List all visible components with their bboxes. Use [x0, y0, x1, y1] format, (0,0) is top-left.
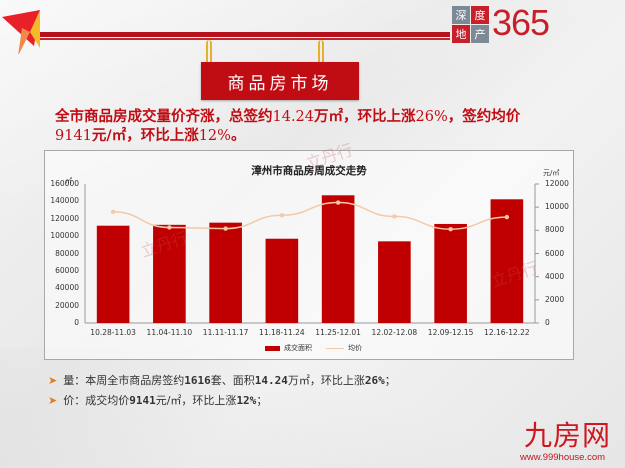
- chart-legend: 成交面积 均价: [265, 343, 362, 353]
- y-tick-left: 120000: [50, 213, 79, 223]
- y-tick-left: 60000: [55, 265, 79, 275]
- bar: [490, 199, 524, 323]
- paper-plane-icon: [2, 10, 40, 54]
- logo-char: 产: [471, 25, 489, 43]
- text: 元/㎡，环比上涨: [155, 394, 237, 407]
- logo-name: 九房网: [524, 419, 612, 452]
- y-tick-left: 40000: [55, 283, 79, 293]
- price-line: [113, 201, 507, 230]
- y-tick-left: 160000: [50, 179, 79, 188]
- value: 14.24: [254, 373, 288, 387]
- text: 价：成交均价: [63, 394, 130, 407]
- headline-line2: 9141元/㎡，环比上涨12%。: [55, 127, 575, 146]
- y-tick-left: 80000: [55, 248, 79, 258]
- x-tick-label: 11.11-11.17: [202, 328, 249, 337]
- section-title: 商品房市场: [227, 73, 333, 94]
- arrow-bullet-icon: ➤: [48, 393, 58, 407]
- bullet-price: ➤ 价：成交均价 9141 元/㎡，环比上涨 12%；: [48, 390, 396, 410]
- y-tick-left: 20000: [55, 300, 79, 310]
- y-axis-left-unit: ㎡: [65, 177, 72, 185]
- price-point: [448, 226, 453, 232]
- value: 26%: [415, 109, 448, 125]
- legend-swatch-bar: [265, 345, 280, 351]
- text: ；: [384, 374, 396, 387]
- bar: [378, 241, 411, 323]
- value: 14.24: [272, 109, 315, 125]
- price-point: [167, 225, 172, 230]
- price-point: [279, 213, 285, 218]
- price-point: [504, 214, 510, 220]
- text: 元/㎡，环比上涨: [91, 128, 199, 144]
- chart-weekly-transactions: 漳州市商品房周成交走势 ㎡ 元/㎡ 160000 140000 120000 1000…: [44, 140, 574, 360]
- banner-rod: [40, 32, 450, 40]
- y-tick-right: 8000: [545, 225, 565, 235]
- logo-char: 地: [452, 25, 470, 43]
- x-tick-label: 10.28-11.03: [90, 328, 136, 337]
- y-axis-right-unit: 元/㎡: [543, 169, 560, 177]
- section-sign: 商品房市场: [201, 62, 359, 100]
- y-tick-left: 0: [74, 318, 79, 327]
- value: 9141: [55, 128, 92, 144]
- x-tick-label: 12.09-12.15: [427, 328, 474, 337]
- x-tick-label: 12.16-12.22: [484, 328, 530, 337]
- bar: [434, 223, 467, 323]
- value: 12%: [236, 393, 257, 407]
- value: 1616: [184, 373, 211, 387]
- bar: [265, 238, 299, 323]
- price-point: [392, 214, 397, 219]
- price-point: [335, 200, 341, 205]
- summary-bullets: ➤ 量：本周全市商品房签约 1616 套、面积 14.24 万㎡，环比上涨 26%； ➤ …: [48, 370, 396, 410]
- text: 套、面积: [210, 374, 255, 387]
- y-tick-right: 0: [545, 318, 550, 327]
- text: 万㎡，环比上涨: [287, 374, 365, 387]
- bar: [209, 222, 242, 323]
- price-point: [110, 209, 116, 214]
- y-tick-left: 140000: [50, 196, 79, 206]
- price-point: [223, 226, 228, 231]
- value: 9141: [129, 393, 156, 407]
- x-tick-label: 11.04-11.10: [146, 328, 193, 337]
- text: 万㎡，环比上涨: [314, 109, 416, 125]
- y-tick-right: 2000: [545, 294, 565, 304]
- headline: 全市商品房成交量价齐涨，总签约14.24万㎡，环比上涨26%，签约均价 9141…: [55, 108, 575, 146]
- y-tick-left: 100000: [50, 231, 79, 241]
- x-tick-label: 12.02-12.08: [371, 328, 418, 337]
- chart-plot: [84, 183, 539, 324]
- footer-logo-999house: 九房网 www.999house.com: [520, 419, 620, 464]
- y-tick-right: 12000: [545, 179, 569, 188]
- text: ，签约均价: [447, 109, 521, 125]
- logo-number: 365: [492, 2, 550, 43]
- value: 12%: [198, 128, 231, 144]
- logo-url: www.999house.com: [520, 452, 606, 463]
- legend-label-area: 成交面积: [284, 344, 312, 352]
- text: 全市商品房成交量价齐涨，总签约: [55, 109, 273, 125]
- x-tick-label: 11.25-12.01: [315, 328, 361, 337]
- legend-swatch-line: [326, 347, 344, 349]
- y-tick-right: 4000: [545, 271, 565, 281]
- logo-char: 度: [471, 6, 489, 24]
- text: 量：本周全市商品房签约: [63, 374, 185, 387]
- sign-hook-left: [206, 40, 212, 66]
- x-tick-label: 11.18-11.24: [259, 328, 305, 337]
- value: 26%: [364, 373, 385, 387]
- chart-title: 漳州市商品房周成交走势: [251, 165, 367, 177]
- bullet-volume: ➤ 量：本周全市商品房签约 1616 套、面积 14.24 万㎡，环比上涨 26%；: [48, 370, 396, 390]
- bar: [321, 195, 355, 323]
- arrow-bullet-icon: ➤: [48, 373, 58, 387]
- bar: [96, 225, 130, 323]
- text: ；: [256, 394, 268, 407]
- sign-hook-right: [318, 40, 324, 66]
- legend-label-price: 均价: [348, 344, 362, 352]
- bar: [153, 224, 186, 323]
- background-gradient-bottom: [0, 348, 625, 468]
- text: 。: [230, 128, 246, 144]
- brand-logo-365: 深 度 地 产 365: [452, 2, 624, 46]
- y-tick-right: 6000: [545, 248, 565, 258]
- y-tick-right: 10000: [545, 202, 569, 212]
- headline-line1: 全市商品房成交量价齐涨，总签约14.24万㎡，环比上涨26%，签约均价: [55, 108, 575, 127]
- logo-char: 深: [452, 6, 470, 24]
